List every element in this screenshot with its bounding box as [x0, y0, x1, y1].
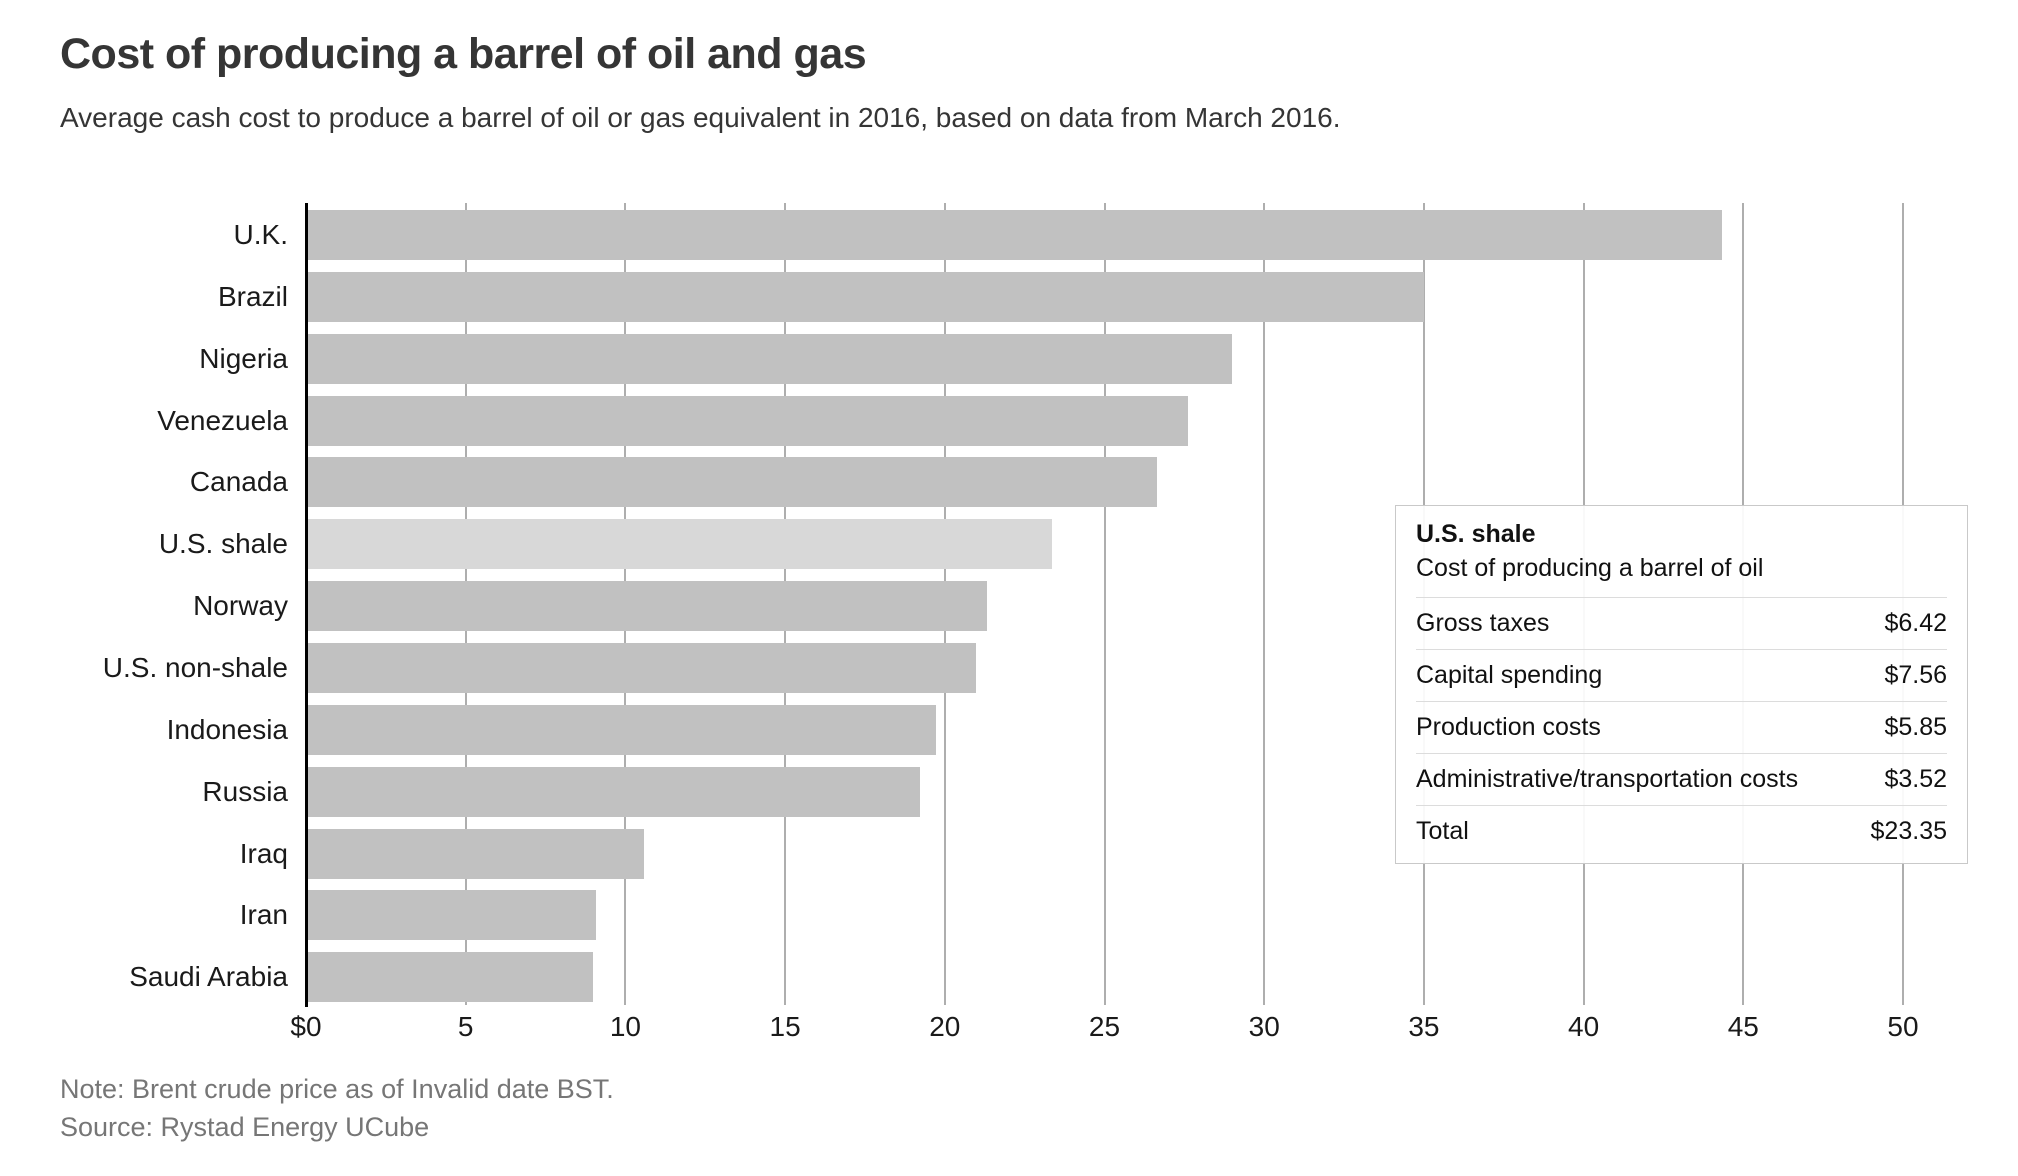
bar-nigeria[interactable]: [306, 333, 1232, 384]
ylabel-saudi-arabia: Saudi Arabia: [129, 961, 288, 993]
ylabel-canada: Canada: [189, 466, 288, 498]
ylabel-indonesia: Indonesia: [166, 713, 288, 745]
tooltip-row-value: $5.85: [1884, 713, 1947, 741]
plot-area: [305, 203, 2018, 1007]
xtick-35: 35: [1408, 1011, 1440, 1042]
bar-canada[interactable]: [306, 457, 1157, 508]
ylabel-russia: Russia: [202, 775, 288, 807]
ylabel-u-k: U.K.: [233, 219, 288, 250]
ylabel-brazil: Brazil: [217, 280, 288, 312]
tooltip-row-value: $7.56: [1884, 661, 1947, 689]
ylabel-iran: Iran: [239, 899, 288, 931]
gridline-25: [1103, 203, 1106, 1005]
tooltip-row-label: Administrative/transportation costs: [1416, 765, 1799, 793]
tooltip-row-label: Gross taxes: [1416, 609, 1550, 637]
page-subtitle: Average cash cost to produce a barrel of…: [60, 102, 1341, 133]
bar-iran[interactable]: [306, 890, 597, 941]
xtick-10: 10: [609, 1011, 641, 1042]
bar-norway[interactable]: [306, 581, 987, 632]
ylabel-u-s-shale: U.S. shale: [158, 528, 288, 560]
tooltip-row-value: $23.35: [1870, 817, 1947, 845]
ylabel-iraq: Iraq: [239, 837, 288, 869]
tooltip-row-production-costs: Production costs $5.85: [1416, 701, 1947, 753]
xtick-5: 5: [457, 1011, 474, 1042]
xtick-45: 45: [1727, 1011, 1759, 1042]
tooltip-row-label: Total: [1416, 817, 1469, 845]
ylabel-norway: Norway: [193, 590, 288, 622]
bar-chart: U.K. Brazil Nigeria Venezuela Canada U.S. sha…: [0, 203, 2018, 1063]
xtick-40: 40: [1568, 1011, 1600, 1042]
ylabel-nigeria: Nigeria: [199, 342, 288, 374]
tooltip-subtitle: Cost of producing a barrel of oil: [1416, 554, 1764, 582]
xtick-15: 15: [769, 1011, 801, 1042]
y-axis-line: [305, 203, 308, 1007]
gridline-30: [1263, 203, 1266, 1005]
tooltip-title: U.S. shale: [1416, 520, 1536, 548]
page-title: Cost of producing a barrel of oil and ga…: [60, 30, 867, 78]
tooltip-row-capital-spending: Capital spending $7.56: [1416, 649, 1947, 701]
tooltip: U.S. shale Cost of producing a barrel of…: [1395, 505, 1968, 864]
bar-venezuela[interactable]: [306, 395, 1189, 446]
bar-u-s-shale[interactable]: [306, 519, 1052, 570]
tooltip-row-gross-taxes: Gross taxes $6.42: [1416, 597, 1947, 649]
chart-note: Note: Brent crude price as of Invalid da…: [60, 1074, 614, 1104]
ylabel-u-s-non-shale: U.S. non-shale: [102, 651, 288, 683]
bar-brazil[interactable]: [306, 271, 1424, 322]
tooltip-rows: Gross taxes $6.42 Capital spending $7.56 Pro…: [1416, 597, 1947, 857]
xtick-50: 50: [1887, 1011, 1919, 1042]
xtick-20: 20: [929, 1011, 961, 1042]
bar-indonesia[interactable]: [306, 704, 936, 755]
tooltip-row-value: $3.52: [1884, 765, 1947, 793]
tooltip-row-total: Total $23.35: [1416, 805, 1947, 857]
tooltip-row-administrative-transportation-costs: Administrative/transportation costs $3.52: [1416, 753, 1947, 805]
chart-source: Source: Rystad Energy UCube: [60, 1112, 430, 1142]
bar-russia[interactable]: [306, 766, 920, 817]
tooltip-row-label: Production costs: [1416, 713, 1601, 741]
tooltip-row-label: Capital spending: [1416, 661, 1603, 689]
bar-saudi-arabia[interactable]: [306, 952, 593, 1003]
bar-u-k[interactable]: [306, 210, 1722, 260]
ylabel-venezuela: Venezuela: [157, 404, 288, 436]
tooltip-row-value: $6.42: [1884, 609, 1947, 637]
bar-u-s-non-shale[interactable]: [306, 642, 977, 693]
xtick-30: 30: [1248, 1011, 1280, 1042]
xtick-0: $0: [290, 1011, 322, 1042]
xtick-25: 25: [1088, 1011, 1121, 1042]
bar-iraq[interactable]: [306, 828, 644, 879]
